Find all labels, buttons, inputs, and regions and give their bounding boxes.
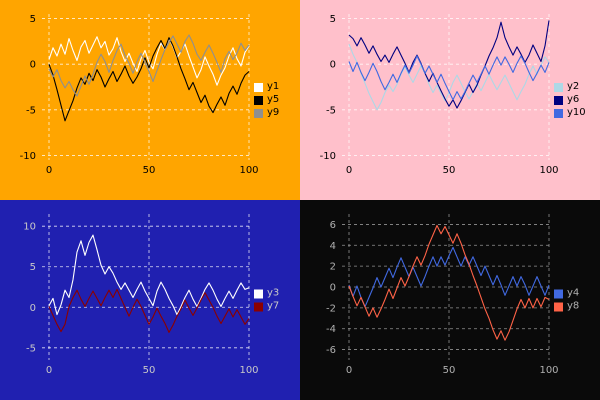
legend-item-y1: y1: [254, 82, 279, 92]
y-tick-label: 0: [30, 60, 36, 71]
legend-item-y8: y8: [554, 300, 580, 312]
y-tick-label: -10: [20, 151, 36, 162]
legend-label: y3: [267, 287, 280, 299]
y-tick-label: 0: [330, 283, 336, 294]
legend-item-y7: y7: [254, 300, 280, 312]
series-line-y8: [348, 224, 550, 341]
legend-swatch-y2: [554, 82, 563, 92]
x-tick-label: 100: [239, 365, 258, 376]
series-line-y10: [348, 55, 550, 101]
legend-label: y4: [567, 287, 580, 299]
legend-item-y6: y6: [554, 95, 586, 105]
legend-bottom-left: y3 y7: [254, 287, 280, 312]
legend-swatch-y5: [254, 95, 263, 105]
legend-item-y5: y5: [254, 95, 279, 105]
x-tick-label: 50: [443, 365, 456, 376]
legend-swatch-y9: [254, 108, 263, 118]
x-tick-label: 0: [46, 165, 52, 176]
legend-swatch-y3: [254, 289, 263, 298]
legend-swatch-y8: [554, 302, 563, 311]
y-tick-label: 10: [23, 222, 36, 233]
chart-panel-top-right: 0 50 100 5 0 -5 -10 y2 y6 y10: [300, 0, 600, 200]
y-tick-label: 4: [330, 241, 336, 252]
x-tick-label: 100: [539, 165, 558, 176]
legend-label: y10: [567, 107, 586, 118]
legend-bottom-right: y4 y8: [554, 287, 580, 312]
plot-bottom-right: 0 50 100 6 4 2 0 -2 -4 -6: [326, 214, 559, 376]
series-line-y5: [48, 37, 250, 122]
chart-panel-bottom-left: 0 50 100 10 5 0 -5 y3 y7: [0, 200, 300, 400]
legend-swatch-y7: [254, 302, 263, 311]
chart-panel-bottom-right: 0 50 100 6 4 2 0 -2 -4 -6 y4 y8: [300, 200, 600, 400]
x-tick-label: 100: [539, 365, 558, 376]
series-line-y1: [48, 36, 250, 86]
chart-panel-top-left: 0 50 100 5 0 -5 -10 y1 y5 y9: [0, 0, 300, 200]
legend-item-y9: y9: [254, 108, 279, 118]
y-tick-label: -5: [326, 105, 336, 116]
y-tick-label: 0: [30, 303, 36, 314]
x-tick-label: 50: [143, 165, 156, 176]
legend-label: y7: [267, 300, 280, 312]
x-tick-label: 0: [346, 365, 352, 376]
y-tick-label: -5: [26, 105, 36, 116]
legend-top-left: y1 y5 y9: [254, 82, 279, 118]
series-line-y6: [348, 20, 550, 109]
y-tick-label: 5: [30, 262, 36, 273]
y-tick-label: -6: [326, 345, 336, 356]
x-tick-label: 50: [143, 365, 156, 376]
y-tick-label: 6: [330, 220, 336, 231]
y-tick-label: -2: [326, 303, 336, 314]
y-tick-label: 0: [330, 60, 336, 71]
legend-label: y1: [267, 81, 280, 92]
x-tick-label: 0: [346, 165, 352, 176]
legend-label: y5: [267, 94, 280, 105]
legend-swatch-y10: [554, 108, 563, 118]
y-tick-label: 5: [30, 14, 36, 25]
legend-swatch-y6: [554, 95, 563, 105]
legend-swatch-y4: [554, 289, 563, 298]
y-tick-label: -5: [26, 343, 36, 354]
series-line-y7: [48, 288, 250, 333]
series-line-y9: [48, 34, 250, 97]
legend-label: y2: [567, 81, 580, 92]
legend-label: y6: [567, 94, 580, 105]
y-tick-label: 5: [330, 14, 336, 25]
legend-item-y4: y4: [554, 287, 580, 299]
x-tick-label: 0: [46, 365, 52, 376]
x-tick-label: 50: [443, 165, 456, 176]
legend-item-y10: y10: [554, 108, 586, 118]
legend-swatch-y1: [254, 82, 263, 92]
series-line-y3: [48, 234, 250, 316]
y-tick-label: 2: [330, 262, 336, 273]
y-tick-label: -4: [326, 324, 336, 335]
legend-item-y3: y3: [254, 287, 280, 299]
x-tick-label: 100: [239, 165, 258, 176]
series-line-y4: [348, 246, 550, 308]
y-tick-label: -10: [320, 151, 336, 162]
legend-label: y8: [567, 300, 580, 312]
legend-item-y2: y2: [554, 82, 586, 92]
legend-label: y9: [267, 107, 280, 118]
legend-top-right: y2 y6 y10: [554, 82, 586, 118]
